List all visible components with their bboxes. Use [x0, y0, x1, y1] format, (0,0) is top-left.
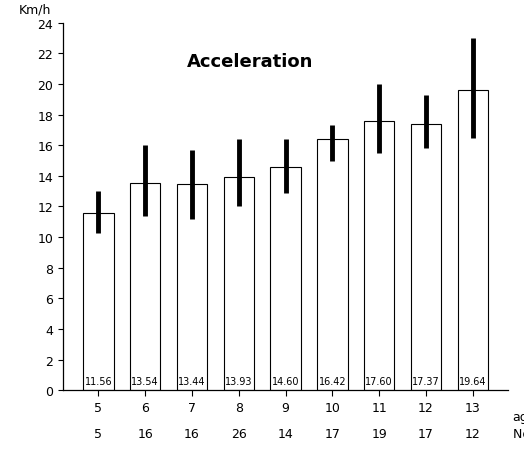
Text: 17.37: 17.37	[412, 377, 440, 387]
Text: 12: 12	[465, 427, 481, 440]
Bar	[364, 121, 395, 390]
Text: 26: 26	[231, 427, 247, 440]
Bar	[224, 178, 254, 390]
Text: 19: 19	[372, 427, 387, 440]
Text: Km/h: Km/h	[18, 3, 51, 17]
Text: 17.60: 17.60	[365, 377, 393, 387]
Text: 14: 14	[278, 427, 293, 440]
Text: 11.56: 11.56	[84, 377, 112, 387]
Text: 16: 16	[184, 427, 200, 440]
Bar	[457, 90, 488, 390]
Bar	[177, 185, 207, 390]
Text: 17: 17	[418, 427, 434, 440]
Text: 16.42: 16.42	[319, 377, 346, 387]
Text: age: age	[512, 410, 524, 424]
Text: 19.64: 19.64	[459, 377, 487, 387]
Text: 17: 17	[324, 427, 340, 440]
Text: 5: 5	[94, 427, 102, 440]
Bar	[411, 125, 441, 390]
Bar	[130, 184, 160, 390]
Text: No. of children: No. of children	[512, 427, 524, 440]
Text: 14.60: 14.60	[272, 377, 299, 387]
Text: 13.93: 13.93	[225, 377, 253, 387]
Bar	[317, 139, 347, 390]
Text: 13.54: 13.54	[132, 377, 159, 387]
Text: Acceleration: Acceleration	[187, 53, 313, 71]
Bar	[83, 214, 114, 390]
Bar	[270, 168, 301, 390]
Text: 16: 16	[137, 427, 153, 440]
Text: 13.44: 13.44	[178, 377, 206, 387]
